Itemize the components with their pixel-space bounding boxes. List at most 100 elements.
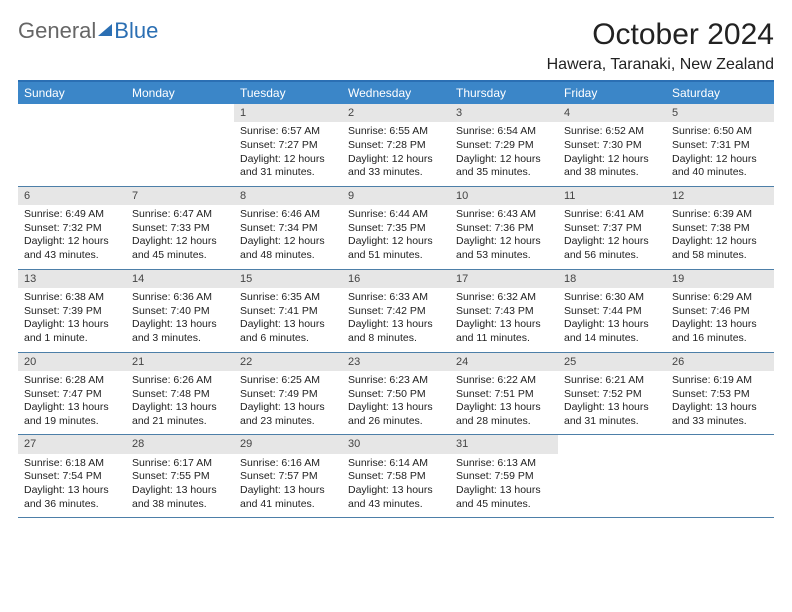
calendar-cell: 21Sunrise: 6:26 AMSunset: 7:48 PMDayligh…: [126, 353, 234, 435]
day-number: 4: [558, 104, 666, 122]
month-title: October 2024: [547, 18, 774, 52]
day-number: 9: [342, 187, 450, 205]
day-number: 26: [666, 353, 774, 371]
day-number: 6: [18, 187, 126, 205]
day-number: 31: [450, 435, 558, 453]
calendar-cell: 29Sunrise: 6:16 AMSunset: 7:57 PMDayligh…: [234, 435, 342, 517]
day-details: Sunrise: 6:28 AMSunset: 7:47 PMDaylight:…: [18, 371, 126, 435]
day-details: Sunrise: 6:35 AMSunset: 7:41 PMDaylight:…: [234, 288, 342, 352]
calendar-cell: 14Sunrise: 6:36 AMSunset: 7:40 PMDayligh…: [126, 270, 234, 352]
calendar-cell: 16Sunrise: 6:33 AMSunset: 7:42 PMDayligh…: [342, 270, 450, 352]
calendar-cell: 1Sunrise: 6:57 AMSunset: 7:27 PMDaylight…: [234, 104, 342, 186]
day-details: Sunrise: 6:13 AMSunset: 7:59 PMDaylight:…: [450, 454, 558, 518]
day-number: 1: [234, 104, 342, 122]
day-number: 29: [234, 435, 342, 453]
calendar-week: 13Sunrise: 6:38 AMSunset: 7:39 PMDayligh…: [18, 270, 774, 353]
day-number: 14: [126, 270, 234, 288]
day-details: Sunrise: 6:47 AMSunset: 7:33 PMDaylight:…: [126, 205, 234, 269]
calendar-cell: 13Sunrise: 6:38 AMSunset: 7:39 PMDayligh…: [18, 270, 126, 352]
day-details: Sunrise: 6:29 AMSunset: 7:46 PMDaylight:…: [666, 288, 774, 352]
day-details: Sunrise: 6:54 AMSunset: 7:29 PMDaylight:…: [450, 122, 558, 186]
day-number: 10: [450, 187, 558, 205]
day-header-cell: Wednesday: [342, 82, 450, 104]
calendar-cell: 31Sunrise: 6:13 AMSunset: 7:59 PMDayligh…: [450, 435, 558, 517]
day-number: 27: [18, 435, 126, 453]
calendar-cell: [558, 435, 666, 517]
calendar-cell: 6Sunrise: 6:49 AMSunset: 7:32 PMDaylight…: [18, 187, 126, 269]
day-header-cell: Sunday: [18, 82, 126, 104]
calendar-cell: 17Sunrise: 6:32 AMSunset: 7:43 PMDayligh…: [450, 270, 558, 352]
day-details: Sunrise: 6:17 AMSunset: 7:55 PMDaylight:…: [126, 454, 234, 518]
logo-sail-icon: [98, 24, 112, 36]
day-details: Sunrise: 6:23 AMSunset: 7:50 PMDaylight:…: [342, 371, 450, 435]
day-details: Sunrise: 6:57 AMSunset: 7:27 PMDaylight:…: [234, 122, 342, 186]
day-number: 11: [558, 187, 666, 205]
calendar-cell: 23Sunrise: 6:23 AMSunset: 7:50 PMDayligh…: [342, 353, 450, 435]
day-header-cell: Thursday: [450, 82, 558, 104]
calendar-cell: 8Sunrise: 6:46 AMSunset: 7:34 PMDaylight…: [234, 187, 342, 269]
calendar-cell: [126, 104, 234, 186]
calendar-cell: 26Sunrise: 6:19 AMSunset: 7:53 PMDayligh…: [666, 353, 774, 435]
calendar-week: 20Sunrise: 6:28 AMSunset: 7:47 PMDayligh…: [18, 353, 774, 436]
day-details: Sunrise: 6:19 AMSunset: 7:53 PMDaylight:…: [666, 371, 774, 435]
day-header-row: SundayMondayTuesdayWednesdayThursdayFrid…: [18, 82, 774, 104]
day-details: Sunrise: 6:30 AMSunset: 7:44 PMDaylight:…: [558, 288, 666, 352]
calendar: SundayMondayTuesdayWednesdayThursdayFrid…: [18, 80, 774, 518]
calendar-cell: 28Sunrise: 6:17 AMSunset: 7:55 PMDayligh…: [126, 435, 234, 517]
day-number: 25: [558, 353, 666, 371]
day-details: Sunrise: 6:14 AMSunset: 7:58 PMDaylight:…: [342, 454, 450, 518]
day-number: 16: [342, 270, 450, 288]
day-number: 3: [450, 104, 558, 122]
day-details: Sunrise: 6:55 AMSunset: 7:28 PMDaylight:…: [342, 122, 450, 186]
calendar-cell: 10Sunrise: 6:43 AMSunset: 7:36 PMDayligh…: [450, 187, 558, 269]
day-number: 2: [342, 104, 450, 122]
calendar-week: 27Sunrise: 6:18 AMSunset: 7:54 PMDayligh…: [18, 435, 774, 518]
logo-text-blue: Blue: [114, 18, 158, 44]
day-details: Sunrise: 6:49 AMSunset: 7:32 PMDaylight:…: [18, 205, 126, 269]
day-details: Sunrise: 6:50 AMSunset: 7:31 PMDaylight:…: [666, 122, 774, 186]
day-details: Sunrise: 6:44 AMSunset: 7:35 PMDaylight:…: [342, 205, 450, 269]
day-details: Sunrise: 6:46 AMSunset: 7:34 PMDaylight:…: [234, 205, 342, 269]
calendar-cell: 11Sunrise: 6:41 AMSunset: 7:37 PMDayligh…: [558, 187, 666, 269]
calendar-cell: 15Sunrise: 6:35 AMSunset: 7:41 PMDayligh…: [234, 270, 342, 352]
day-number: 17: [450, 270, 558, 288]
header: General Blue October 2024 Hawera, Tarana…: [18, 18, 774, 74]
day-number: 7: [126, 187, 234, 205]
calendar-body: 1Sunrise: 6:57 AMSunset: 7:27 PMDaylight…: [18, 104, 774, 518]
day-number: 20: [18, 353, 126, 371]
day-number: 24: [450, 353, 558, 371]
calendar-cell: 4Sunrise: 6:52 AMSunset: 7:30 PMDaylight…: [558, 104, 666, 186]
calendar-cell: 12Sunrise: 6:39 AMSunset: 7:38 PMDayligh…: [666, 187, 774, 269]
day-number: 18: [558, 270, 666, 288]
calendar-cell: 2Sunrise: 6:55 AMSunset: 7:28 PMDaylight…: [342, 104, 450, 186]
calendar-cell: 30Sunrise: 6:14 AMSunset: 7:58 PMDayligh…: [342, 435, 450, 517]
day-details: Sunrise: 6:39 AMSunset: 7:38 PMDaylight:…: [666, 205, 774, 269]
day-details: Sunrise: 6:21 AMSunset: 7:52 PMDaylight:…: [558, 371, 666, 435]
calendar-cell: 24Sunrise: 6:22 AMSunset: 7:51 PMDayligh…: [450, 353, 558, 435]
day-header-cell: Monday: [126, 82, 234, 104]
day-header-cell: Tuesday: [234, 82, 342, 104]
day-details: Sunrise: 6:22 AMSunset: 7:51 PMDaylight:…: [450, 371, 558, 435]
calendar-cell: 18Sunrise: 6:30 AMSunset: 7:44 PMDayligh…: [558, 270, 666, 352]
calendar-cell: 7Sunrise: 6:47 AMSunset: 7:33 PMDaylight…: [126, 187, 234, 269]
location: Hawera, Taranaki, New Zealand: [547, 56, 774, 74]
title-block: October 2024 Hawera, Taranaki, New Zeala…: [547, 18, 774, 74]
day-details: Sunrise: 6:52 AMSunset: 7:30 PMDaylight:…: [558, 122, 666, 186]
day-header-cell: Saturday: [666, 82, 774, 104]
day-details: Sunrise: 6:36 AMSunset: 7:40 PMDaylight:…: [126, 288, 234, 352]
day-details: Sunrise: 6:16 AMSunset: 7:57 PMDaylight:…: [234, 454, 342, 518]
logo: General Blue: [18, 18, 158, 44]
day-number: 23: [342, 353, 450, 371]
calendar-cell: 19Sunrise: 6:29 AMSunset: 7:46 PMDayligh…: [666, 270, 774, 352]
calendar-cell: 25Sunrise: 6:21 AMSunset: 7:52 PMDayligh…: [558, 353, 666, 435]
day-details: Sunrise: 6:33 AMSunset: 7:42 PMDaylight:…: [342, 288, 450, 352]
calendar-cell: 9Sunrise: 6:44 AMSunset: 7:35 PMDaylight…: [342, 187, 450, 269]
day-header-cell: Friday: [558, 82, 666, 104]
day-number: 15: [234, 270, 342, 288]
calendar-cell: [666, 435, 774, 517]
day-number: 13: [18, 270, 126, 288]
day-number: 30: [342, 435, 450, 453]
day-details: Sunrise: 6:26 AMSunset: 7:48 PMDaylight:…: [126, 371, 234, 435]
calendar-cell: 3Sunrise: 6:54 AMSunset: 7:29 PMDaylight…: [450, 104, 558, 186]
day-number: 21: [126, 353, 234, 371]
